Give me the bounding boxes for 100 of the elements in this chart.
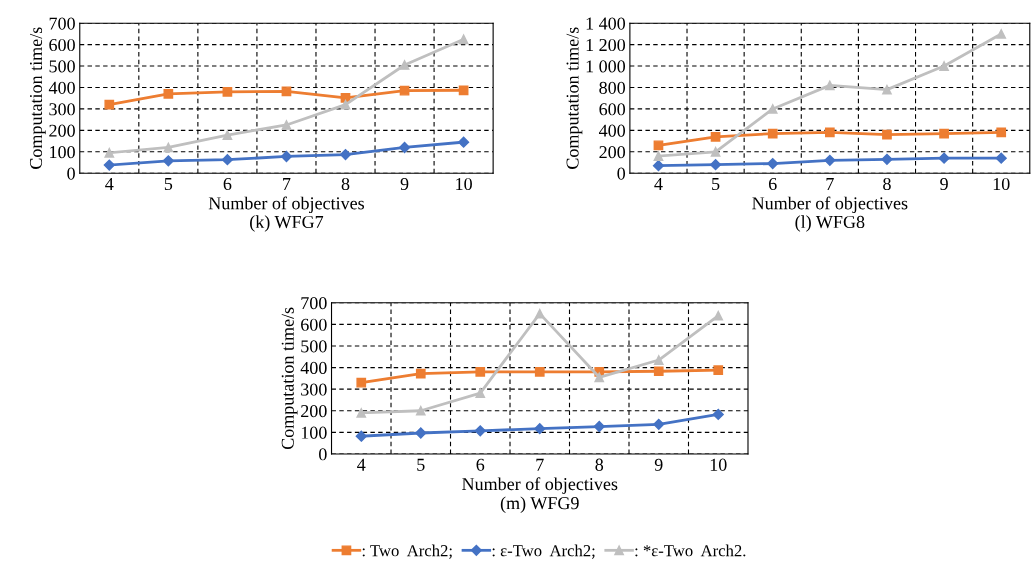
point: [652, 160, 665, 172]
point: [104, 99, 115, 110]
point: [475, 367, 486, 377]
x-tick-label: 9: [940, 177, 948, 191]
point: [339, 148, 352, 161]
point: [415, 405, 426, 416]
x-tick-label: 4: [357, 458, 366, 471]
y-tick-label: 500: [301, 340, 327, 353]
point: [103, 159, 115, 171]
x-tick-label: 6: [476, 458, 485, 471]
point: [710, 146, 721, 157]
point: [712, 408, 724, 421]
point: [710, 131, 721, 142]
legend-label: : Two Arch2;: [362, 544, 452, 559]
x-tick-label: 4: [654, 178, 663, 190]
y-tick-label: 400: [300, 361, 327, 375]
point: [355, 430, 367, 442]
x-tick-label: 8: [341, 177, 350, 191]
point: [356, 377, 367, 388]
y-tick-label: 1 400: [586, 17, 626, 30]
y-tick-label: 400: [598, 124, 626, 137]
point: [653, 151, 664, 161]
point: [281, 120, 292, 130]
point: [340, 99, 351, 110]
y-tick-label: 100: [301, 426, 327, 439]
x-tick-label: 6: [768, 177, 777, 191]
x-tick-label: 5: [417, 458, 425, 471]
point: [824, 127, 835, 138]
x-tick-label: 5: [164, 178, 173, 191]
point: [881, 153, 893, 165]
point: [995, 152, 1007, 164]
y-tick-label: 100: [50, 146, 75, 159]
point: [415, 368, 426, 379]
point: [474, 425, 486, 437]
x-tick-label: 10: [710, 458, 727, 471]
point: [475, 388, 486, 398]
x-axis-title: Number of objectives: [208, 196, 365, 214]
point: [399, 60, 410, 70]
x-tick-label: 8: [883, 177, 891, 191]
y-tick-label: 1 000: [586, 60, 626, 73]
point: [996, 127, 1007, 138]
y-tick-label: 600: [49, 38, 75, 52]
point: [939, 61, 949, 71]
text: (k) WFG7: [250, 215, 324, 232]
point: [653, 418, 665, 430]
point: [356, 408, 367, 418]
point: [221, 154, 234, 166]
x-tick-label: 5: [712, 178, 720, 191]
legend-label: : ε-Two Arch2;: [492, 544, 595, 559]
y-tick-label: 0: [319, 448, 327, 461]
point: [163, 89, 174, 99]
x-tick-label: 4: [105, 178, 114, 190]
y-axis-title: Computation time/s: [29, 27, 46, 169]
x-tick-label: 7: [826, 178, 834, 190]
y-tick-label: 200: [49, 124, 75, 137]
point: [415, 427, 427, 439]
x-tick-label: 9: [654, 458, 663, 471]
y-tick-label: 500: [49, 60, 75, 73]
point: [767, 157, 779, 170]
point: [281, 86, 292, 97]
point: [938, 152, 950, 164]
y-tick-label: 200: [301, 405, 327, 418]
point: [767, 128, 778, 139]
legend-label: : *ε-Two Arch2.: [635, 544, 746, 557]
y-tick-label: 0: [617, 167, 626, 180]
point: [280, 150, 293, 163]
text: (l) WFG8: [795, 215, 865, 232]
point: [222, 130, 233, 140]
y-tick-label: 600: [599, 103, 626, 116]
point: [534, 308, 545, 319]
x-tick-label: 6: [223, 177, 232, 191]
point: [767, 104, 778, 114]
point: [594, 372, 605, 383]
point: [399, 85, 410, 96]
point: [713, 310, 724, 321]
point: [882, 129, 892, 140]
point: [996, 29, 1007, 39]
text: (m) WFG9: [500, 496, 579, 513]
y-tick-label: 600: [301, 318, 327, 331]
y-tick-label: 300: [301, 383, 327, 396]
x-axis-title: Number of objectives: [752, 196, 908, 214]
x-tick-label: 8: [595, 458, 604, 471]
point: [882, 84, 892, 95]
point: [709, 159, 722, 171]
point: [162, 155, 174, 167]
point: [104, 147, 115, 158]
point: [534, 423, 546, 435]
point: [222, 86, 233, 97]
y-tick-label: 800: [599, 81, 626, 94]
y-tick-label: 700: [301, 297, 327, 310]
point: [824, 154, 836, 166]
point: [824, 80, 835, 91]
x-tick-label: 7: [283, 178, 291, 190]
point: [163, 142, 174, 153]
y-tick-label: 0: [67, 167, 75, 180]
y-tick-label: 300: [49, 103, 75, 116]
y-tick-label: 1 200: [586, 38, 626, 52]
x-tick-label: 9: [400, 177, 409, 191]
point: [593, 420, 605, 433]
x-axis-title: Number of objectives: [462, 477, 618, 494]
